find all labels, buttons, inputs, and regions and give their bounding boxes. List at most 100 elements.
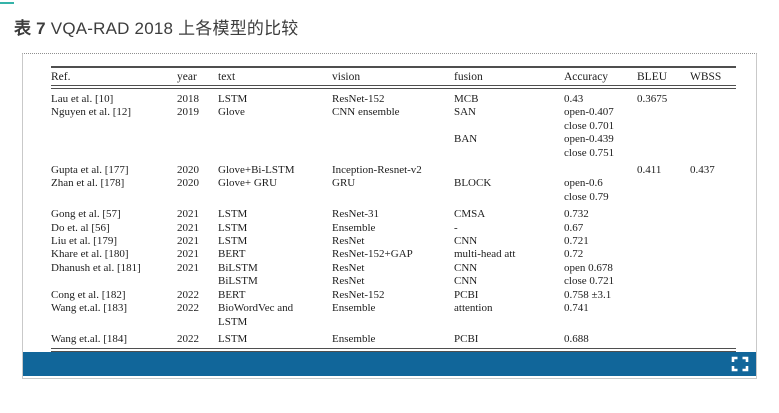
table-cell (637, 133, 690, 146)
table-cell: 0.732 (564, 208, 589, 221)
table-cell: Inception-Resnet-v2 (332, 164, 422, 177)
table-cell (454, 147, 564, 160)
table-cell (637, 208, 690, 221)
table-row: close 0.751 (51, 147, 736, 160)
table-cell (690, 208, 736, 221)
caption-text: VQA-RAD 2018 上各模型的比较 (50, 19, 299, 38)
table-cell: LSTM (218, 235, 248, 248)
table-cell: BiLSTM (218, 275, 258, 288)
table-cell: 2018 (177, 93, 199, 105)
table-cell: CNN (454, 235, 478, 248)
table-header-row: Ref. year text vision fusion Accuracy BLEU WBSS (51, 68, 736, 85)
table-cell: open 0.678 (564, 261, 613, 274)
table-cell: ResNet-152 (332, 288, 385, 301)
table-cell (637, 262, 690, 275)
table-cell: open-0.439 (564, 133, 614, 146)
table-cell: BioWordVec and (218, 302, 294, 315)
table-cell (218, 120, 332, 133)
table-cell: 0.688 (564, 332, 589, 345)
table-row: Do et. al [56] 2021 LSTM Ensemble - 0.67 (51, 222, 736, 235)
table-cell: LSTM (218, 221, 248, 234)
table-cell: PCBI (454, 332, 479, 345)
table-row: Gong et al. [57] 2021 LSTM ResNet-31 CMSA 0.7… (51, 208, 736, 221)
table-cell (454, 191, 564, 204)
accent-tick (0, 2, 14, 4)
table-cell (637, 177, 690, 190)
table-cell (177, 120, 218, 133)
table-cell: Glove+ GRU (218, 177, 278, 190)
table-body: Lau et al. [10] 2018 LSTM ResNet-152 MCB 0.43… (23, 89, 756, 346)
column-header: BLEU (637, 71, 668, 83)
table-cell (51, 316, 177, 329)
column-header: vision (332, 71, 361, 83)
table-cell (690, 275, 736, 288)
table-row: LSTM (51, 316, 736, 329)
table-cell: 0.3675 (637, 93, 668, 105)
table-cell: Wang et.al. [183] (51, 302, 128, 315)
table-cell: close 0.751 (564, 146, 615, 159)
table-cell (332, 191, 454, 204)
table-bottom-rule (51, 348, 736, 353)
fullscreen-button[interactable] (728, 352, 752, 376)
table-cell: Glove+Bi-LSTM (218, 164, 295, 177)
table-cell (690, 248, 736, 261)
table-row: Liu et al. [179] 2021 LSTM ResNet CNN 0.721 (51, 235, 736, 248)
table-row: Zhan et al. [178] 2020 Glove+ GRU GRU BLOCK o… (51, 177, 736, 190)
table-cell (690, 120, 736, 133)
table-cell: 2022 (177, 302, 199, 315)
table-cell (690, 302, 736, 315)
table-cell: ResNet-152+GAP (332, 248, 413, 261)
table-cell: SAN (454, 106, 477, 119)
table-cell: LSTM (218, 315, 248, 328)
table-cell (51, 275, 177, 288)
table-cell (218, 133, 332, 146)
table-cell: LSTM (218, 93, 248, 105)
table-cell: ResNet (332, 261, 365, 274)
table-row: close 0.79 (51, 191, 736, 204)
table-cell: Zhan et al. [178] (51, 177, 125, 190)
table-cell: MCB (454, 93, 479, 105)
table-cell: Dhanush et al. [181] (51, 261, 141, 274)
table-cell (637, 248, 690, 261)
table-cell: BiLSTM (218, 261, 258, 274)
table-cell (177, 316, 218, 329)
table-cell: close 0.721 (564, 275, 615, 288)
table-cell: attention (454, 302, 493, 315)
table-cell (637, 302, 690, 315)
table-cell: 0.721 (564, 235, 589, 248)
table-cell (637, 106, 690, 119)
table-cell (564, 316, 637, 329)
paper-table: Ref. year text vision fusion Accuracy BLEU WBSS… (23, 66, 756, 353)
table-cell (454, 316, 564, 329)
table-cell (690, 191, 736, 204)
table-cell (690, 222, 736, 235)
table-cell: 2022 (177, 332, 199, 345)
table-cell (564, 164, 637, 177)
table-cell: 0.411 (637, 164, 662, 177)
table-cell: Ensemble (332, 332, 376, 345)
table-cell: Gong et al. [57] (51, 208, 121, 221)
table-cell: 0.741 (564, 302, 589, 315)
table-cell: close 0.701 (564, 119, 615, 132)
table-cell (51, 133, 177, 146)
table-cell: CMSA (454, 208, 486, 221)
table-row: Wang et.al. [183] 2022 BioWordVec and Ensem… (51, 302, 736, 315)
column-header: Ref. (51, 71, 71, 83)
table-cell (637, 222, 690, 235)
table-cell: Lau et al. [10] (51, 93, 114, 105)
table-row: Khare et al. [180] 2021 BERT ResNet-152+GAP… (51, 248, 736, 261)
table-cell: 2021 (177, 221, 199, 234)
table-cell (637, 333, 690, 346)
table-cell (332, 120, 454, 133)
table-cell: 2021 (177, 235, 199, 248)
table-cell (690, 333, 736, 346)
table-cell (332, 316, 454, 329)
table-cell (454, 164, 564, 177)
column-header: WBSS (690, 71, 722, 83)
caption-label: 表 7 (14, 19, 46, 38)
table-cell (690, 93, 736, 106)
table-cell (332, 147, 454, 160)
table-cell (332, 133, 454, 146)
table-cell: ResNet (332, 235, 365, 248)
column-header: year (177, 71, 197, 83)
